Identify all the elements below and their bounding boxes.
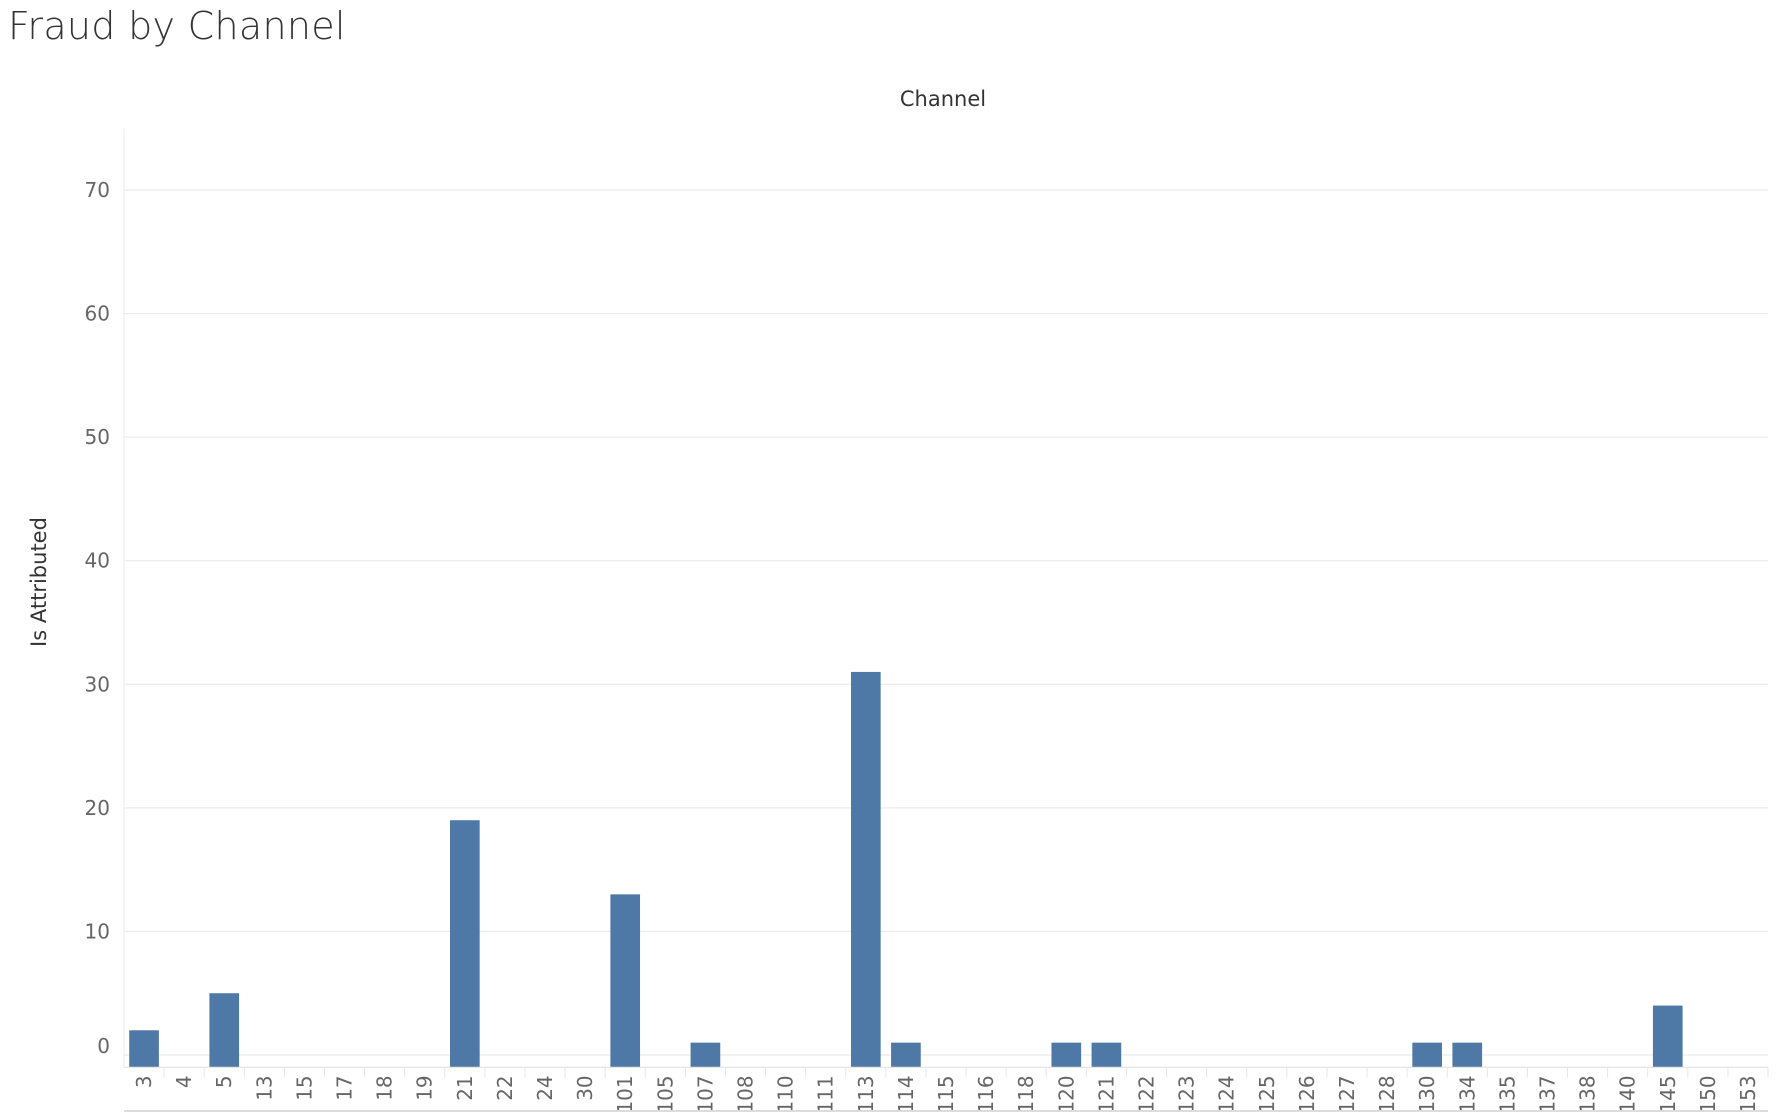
x-tick-label: 121 [1094, 1075, 1118, 1113]
x-tick-label: 116 [974, 1075, 998, 1113]
bar [1051, 1042, 1082, 1068]
bar [891, 1042, 921, 1068]
x-tick-label: 105 [653, 1075, 677, 1113]
bar [209, 993, 240, 1068]
y-tick-label: 60 [85, 302, 110, 326]
x-tick-label: 123 [1175, 1075, 1199, 1113]
y-tick-labels: 0 10 20 30 40 50 60 70 [85, 178, 110, 1058]
bar [610, 894, 641, 1068]
bar [449, 820, 480, 1068]
x-tick-labels: 3 4 5 13 15 17 18 19 21 22 24 30 101 105 107 108 110 111 1… [132, 1075, 1760, 1113]
x-tick-label: 15 [292, 1075, 316, 1100]
bar [129, 1030, 159, 1068]
grid-layer [124, 189, 1768, 1056]
x-tick-label: 137 [1535, 1075, 1559, 1113]
x-tick-label: 21 [453, 1075, 477, 1100]
x-tick-label: 19 [413, 1075, 437, 1100]
x-tick-label: 18 [373, 1075, 397, 1100]
axis-lines [123, 128, 1769, 1112]
x-tick-label: 3 [132, 1075, 156, 1088]
x-tick-label: 140 [1616, 1075, 1640, 1113]
x-tick-label: 128 [1375, 1075, 1399, 1113]
y-tick-label: 70 [85, 178, 110, 202]
x-tick-label: 153 [1736, 1075, 1760, 1113]
page-title: Fraud by Channel [8, 4, 346, 48]
y-axis-title: Is Attributed [27, 517, 51, 647]
x-tick-label: 122 [1134, 1075, 1158, 1113]
bar [1652, 1005, 1683, 1068]
x-tick-label: 111 [814, 1075, 838, 1113]
x-tick-label: 138 [1576, 1075, 1600, 1113]
x-tick-label: 150 [1696, 1075, 1720, 1113]
x-tick-label: 114 [894, 1075, 918, 1113]
bar [690, 1042, 721, 1068]
x-tick-label: 108 [734, 1075, 758, 1113]
x-tick-label: 145 [1656, 1075, 1680, 1113]
x-tick-label: 118 [1014, 1075, 1038, 1113]
x-tick-label: 101 [613, 1075, 637, 1113]
x-tick-label: 120 [1054, 1075, 1078, 1113]
x-tick-label: 17 [333, 1075, 357, 1100]
x-tick-label: 124 [1215, 1075, 1239, 1113]
x-tick-label: 30 [573, 1075, 597, 1100]
x-tick-label: 125 [1255, 1075, 1279, 1113]
x-tick-label: 13 [252, 1075, 276, 1100]
bars [129, 671, 1683, 1068]
x-tick-label: 22 [493, 1075, 517, 1100]
x-tick-label: 115 [934, 1075, 958, 1113]
y-tick-label: 20 [85, 796, 110, 820]
x-tick-label: 135 [1495, 1075, 1519, 1113]
y-tick-label: 30 [85, 672, 110, 696]
x-tick-label: 130 [1415, 1075, 1439, 1113]
y-tick-label: 40 [85, 549, 110, 573]
y-tick-label: 10 [85, 919, 110, 943]
bar [1412, 1042, 1443, 1068]
bar [1091, 1042, 1122, 1068]
x-axis-title: Channel [900, 87, 986, 111]
x-tick-label: 126 [1295, 1075, 1319, 1113]
x-tick-label: 24 [533, 1075, 557, 1100]
x-tick-label: 5 [212, 1075, 236, 1088]
x-tick-label: 134 [1455, 1075, 1479, 1113]
x-tick-label: 127 [1335, 1075, 1359, 1113]
bar [1452, 1042, 1483, 1068]
x-tick-label: 113 [854, 1075, 878, 1113]
x-tick-label: 107 [693, 1075, 717, 1113]
x-tick-label: 4 [172, 1075, 196, 1088]
y-tick-label: 0 [97, 1034, 110, 1058]
y-tick-label: 50 [85, 425, 110, 449]
x-tick-label: 110 [774, 1075, 798, 1113]
bar [850, 671, 881, 1068]
